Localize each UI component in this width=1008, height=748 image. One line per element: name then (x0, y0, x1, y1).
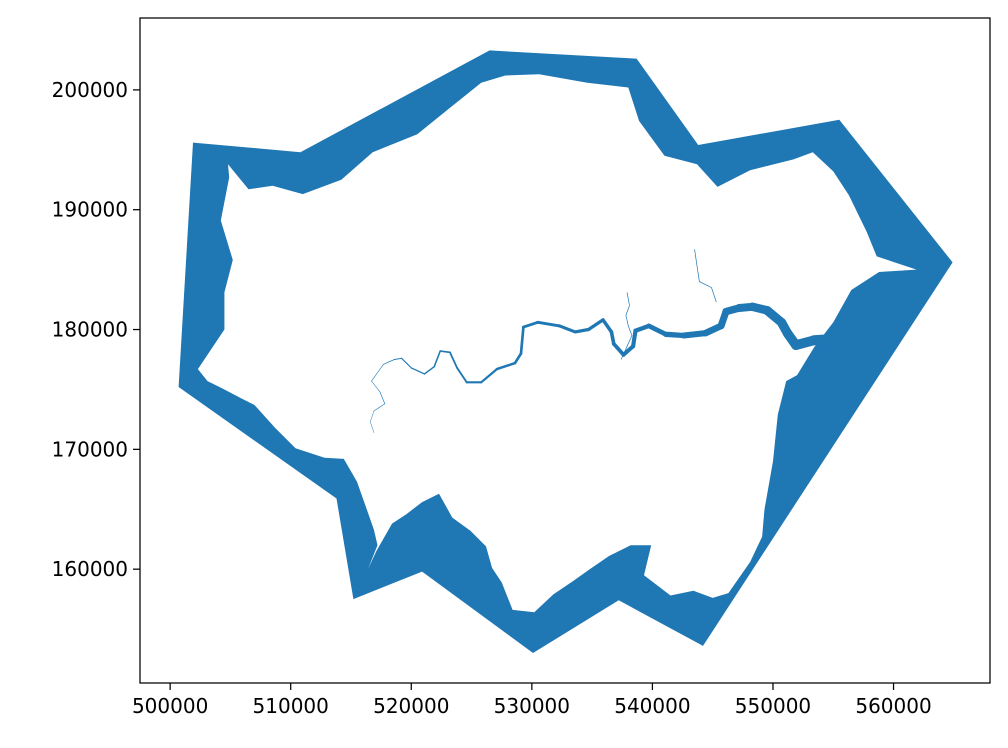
river-segment (519, 325, 525, 355)
river-segment (370, 410, 375, 423)
river-segment (808, 333, 838, 346)
axes-frame (139, 17, 991, 684)
x-tick-label: 520000 (373, 694, 449, 718)
river-segment (433, 350, 441, 368)
river-segment (410, 367, 426, 375)
river-segment (621, 344, 636, 357)
river-segment (480, 367, 499, 384)
river-segment (609, 330, 616, 346)
river-segment (439, 350, 451, 354)
river-segment (456, 366, 468, 384)
plot-area (178, 50, 953, 653)
y-tick-label: 190000 (52, 198, 128, 222)
river-segment (663, 331, 687, 339)
river-segment (536, 320, 562, 328)
river-segment (611, 342, 626, 357)
y-tick-label: 160000 (52, 557, 128, 581)
river-segment (495, 361, 517, 371)
river-thames (370, 302, 838, 433)
river-segment (631, 328, 638, 349)
river-segment (423, 365, 435, 375)
x-tick-label: 510000 (253, 694, 329, 718)
river-segment (371, 380, 381, 393)
tributary-stream (694, 249, 717, 303)
x-axis: 500000 510000 520000 530000 540000 550000 5600… (132, 683, 932, 718)
y-axis: 160000 170000 180000 190000 200000 (52, 78, 140, 581)
x-tick-label: 500000 (132, 694, 208, 718)
river-segment (601, 318, 614, 334)
river-segment (383, 359, 395, 365)
y-tick-label: 180000 (52, 318, 128, 342)
x-tick-label: 540000 (614, 694, 690, 718)
x-tick-label: 530000 (494, 694, 570, 718)
river-segment (371, 364, 384, 382)
river-segment (522, 320, 540, 329)
river-segment (393, 357, 403, 360)
river-segment (401, 357, 412, 369)
river-segment (373, 403, 386, 412)
x-tick-label: 550000 (735, 694, 811, 718)
river-segment (513, 352, 523, 365)
river-segment (449, 351, 458, 369)
river-segment (573, 327, 591, 334)
tributary-stream (620, 292, 633, 360)
y-tick-label: 200000 (52, 78, 128, 102)
river-segment (680, 330, 709, 339)
river-segment (370, 421, 375, 433)
river-segment (558, 324, 577, 334)
river-segment (646, 323, 669, 337)
river-segment (379, 391, 386, 405)
x-tick-label: 560000 (855, 694, 931, 718)
river-segment (586, 318, 605, 332)
y-tick-label: 170000 (52, 437, 128, 461)
